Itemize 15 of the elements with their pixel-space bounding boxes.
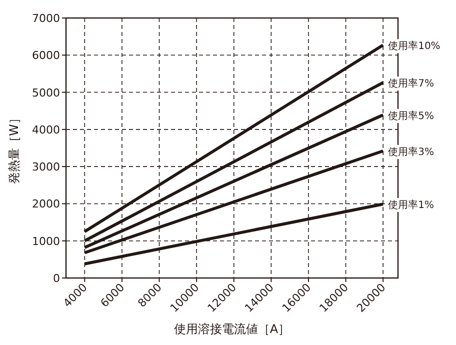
y-tick-label: 6000 <box>32 49 60 62</box>
y-axis-title: 発熱量［W］ <box>7 112 21 184</box>
x-axis-title: 使用溶接電流値［A］ <box>174 322 290 336</box>
y-tick-label: 0 <box>53 272 60 285</box>
y-tick-label: 2000 <box>32 198 60 211</box>
series-label: 使用率7% <box>388 78 434 90</box>
y-tick-label: 3000 <box>32 160 60 174</box>
series-label: 使用率5% <box>388 110 434 122</box>
series-label: 使用率1% <box>388 199 434 212</box>
y-tick-label: 4000 <box>32 123 60 136</box>
series-label: 使用率10% <box>388 40 440 52</box>
y-tick-label: 5000 <box>32 86 60 100</box>
y-tick-label: 7000 <box>32 12 60 25</box>
y-tick-label: 1000 <box>32 234 60 248</box>
series-label: 使用率3% <box>388 146 434 158</box>
